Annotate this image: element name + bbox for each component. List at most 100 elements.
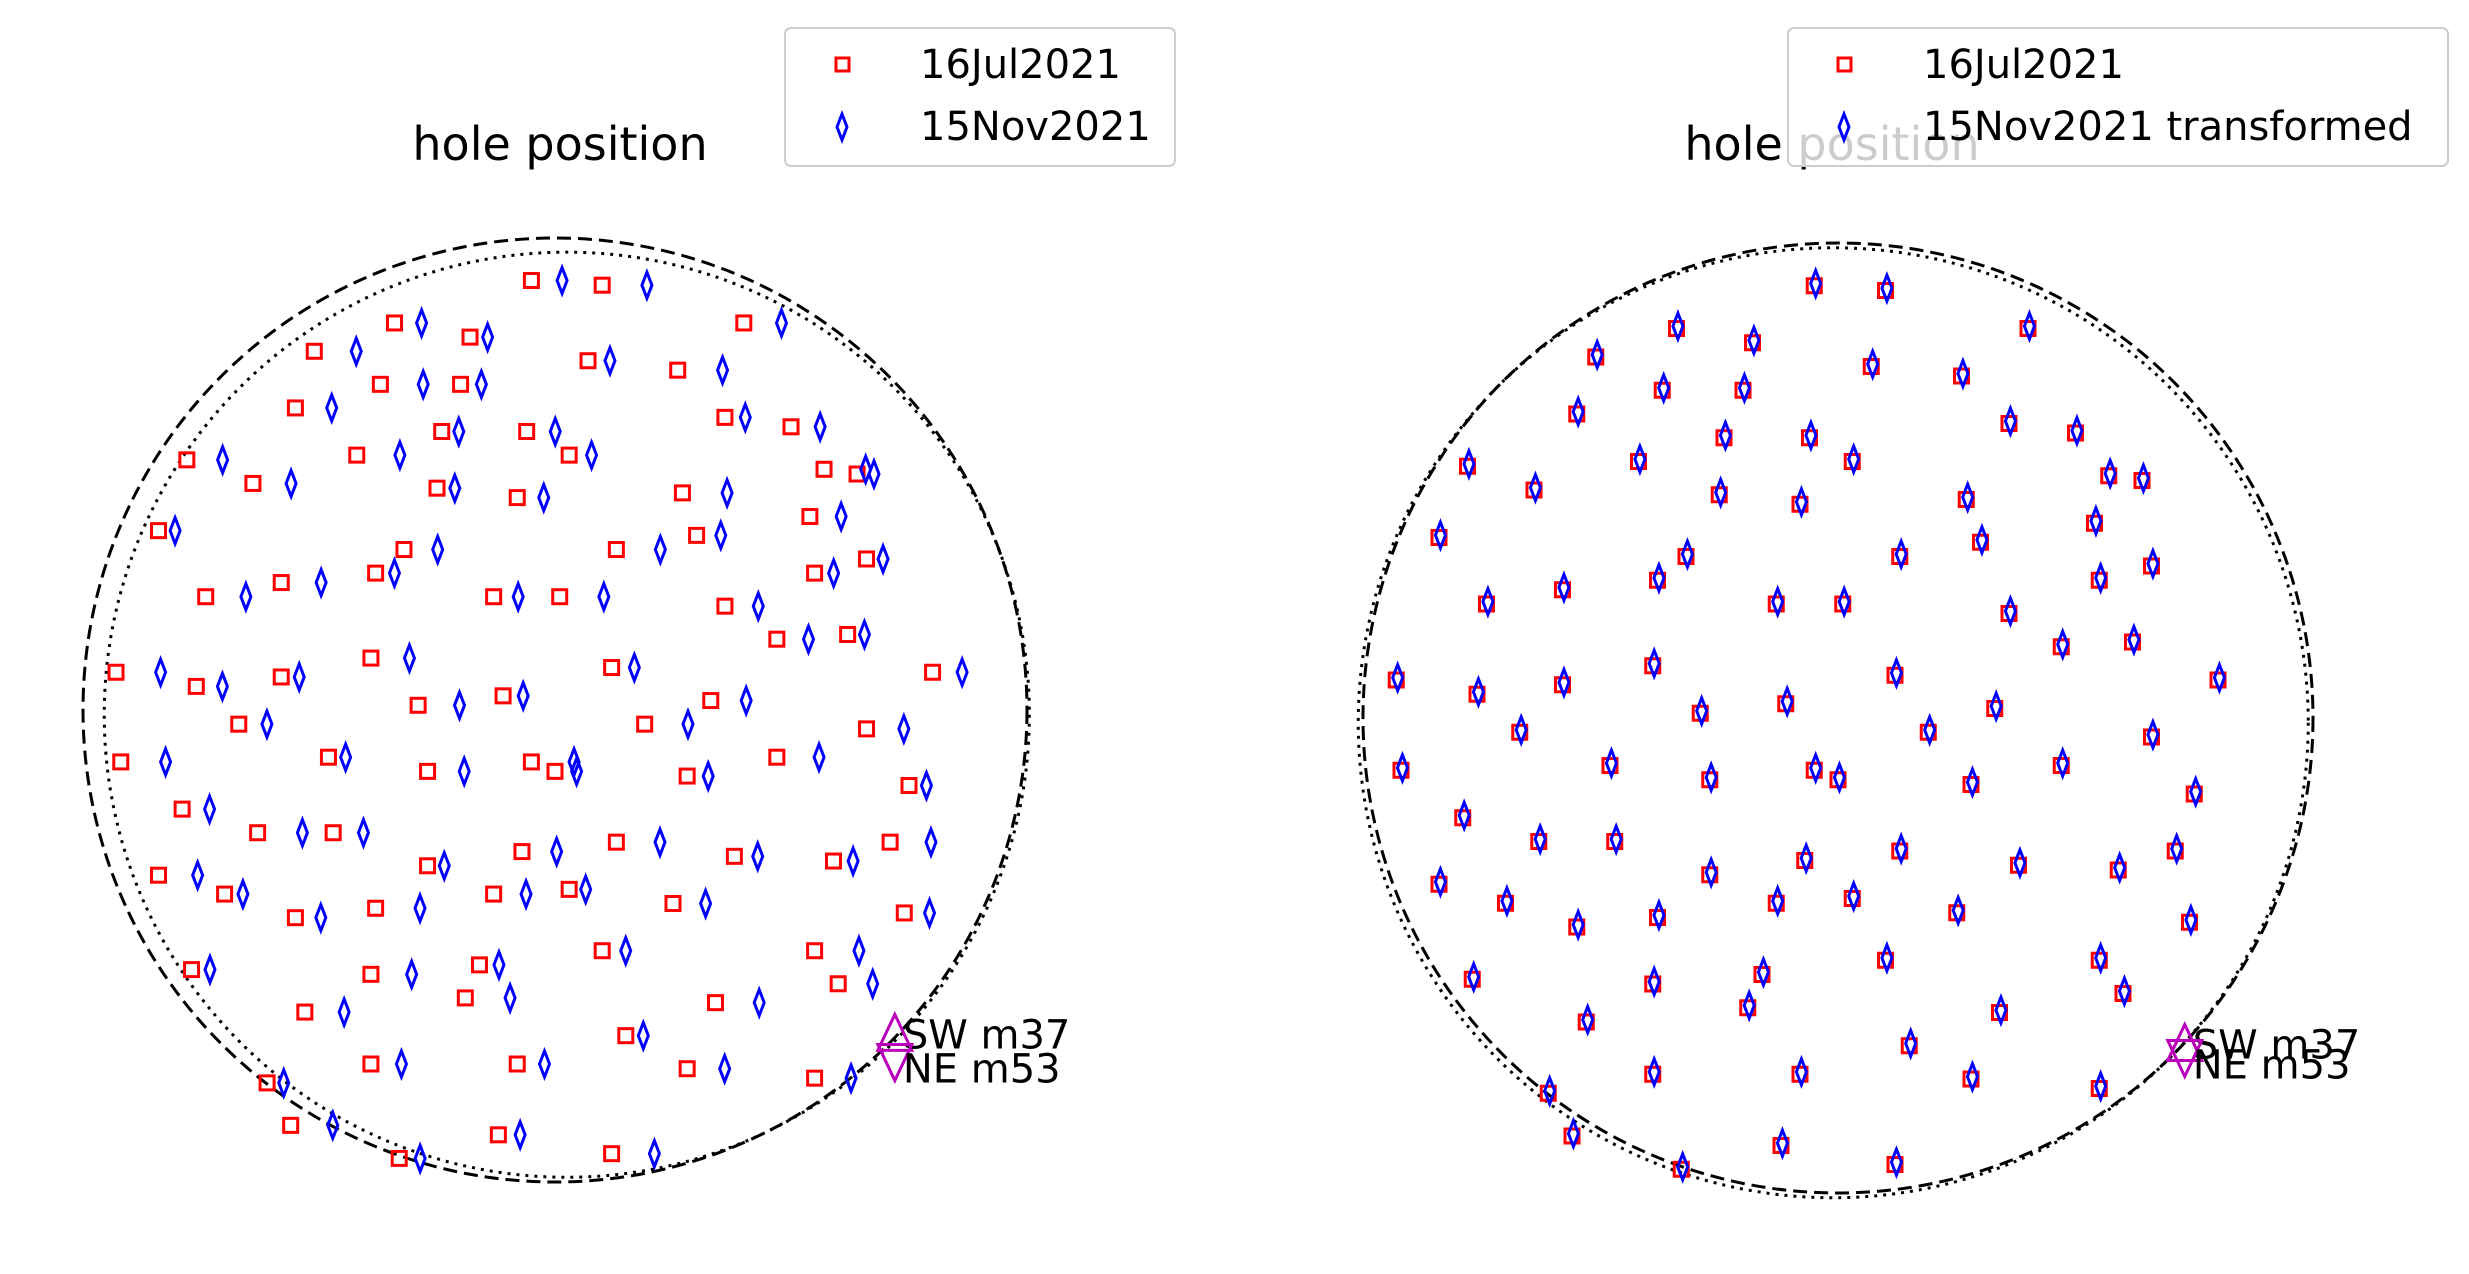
- point-15nov2021: [1804, 418, 1818, 453]
- point-15nov2021: [640, 268, 654, 303]
- point-15nov2021: [492, 947, 506, 983]
- point-15nov2021: [834, 499, 848, 534]
- point-16jul2021: [272, 574, 290, 592]
- right-legend-label-2: 15Nov2021 transformed: [1923, 104, 2413, 150]
- point-16jul2021: [367, 899, 385, 917]
- point-15nov2021: [636, 1018, 650, 1053]
- point-16jul2021: [409, 696, 427, 714]
- point-15nov2021: [1894, 831, 1908, 866]
- point-16jul2021: [551, 588, 569, 606]
- point-15nov2021: [1704, 760, 1718, 795]
- point-15nov2021: [1481, 584, 1495, 619]
- point-15nov2021: [2070, 413, 2084, 448]
- point-15nov2021: [1609, 821, 1623, 857]
- point-15nov2021: [1467, 959, 1481, 995]
- point-15nov2021: [2103, 456, 2117, 491]
- point-15nov2021: [295, 815, 310, 850]
- point-16jul2021: [678, 1060, 696, 1078]
- point-15nov2021: [627, 650, 641, 685]
- point-15nov2021: [1775, 1125, 1790, 1161]
- point-16jul2021: [603, 1145, 621, 1163]
- boundary-circle-dashed: [1361, 241, 2315, 1195]
- annotation-label: SW m37: [2193, 1023, 2361, 1069]
- point-16jul2021: [593, 276, 611, 294]
- point-16jul2021: [801, 507, 819, 525]
- point-15nov2021: [2003, 593, 2018, 629]
- point-15nov2021: [752, 985, 766, 1020]
- point-16jul2021: [244, 474, 262, 492]
- point-15nov2021: [653, 824, 667, 860]
- point-15nov2021: [236, 876, 250, 912]
- point-16jul2021: [617, 1027, 635, 1045]
- point-16jul2021: [716, 597, 734, 615]
- point-16jul2021: [881, 833, 899, 851]
- point-15nov2021: [349, 334, 363, 369]
- right-legend[interactable]: 16Jul2021 15Nov2021 transformed: [1787, 27, 2449, 167]
- point-15nov2021: [774, 305, 789, 341]
- point-16jul2021: [895, 904, 913, 922]
- point-16jul2021: [419, 762, 437, 780]
- left-boundary-circles: [81, 236, 1031, 1184]
- point-16jul2021: [829, 975, 847, 993]
- point-15nov2021: [919, 768, 934, 803]
- point-16jul2021: [518, 423, 536, 441]
- point-15nov2021: [1837, 584, 1851, 619]
- point-15nov2021: [619, 933, 633, 968]
- point-15nov2021: [1657, 370, 1671, 406]
- point-15nov2021: [1581, 1002, 1595, 1037]
- annotation-marker-triangle-up: [2165, 1020, 2205, 1062]
- point-15nov2021: [751, 839, 765, 874]
- point-16jul2021: [386, 314, 404, 332]
- point-15nov2021: [326, 1108, 340, 1143]
- point-15nov2021: [2022, 308, 2037, 344]
- point-15nov2021: [402, 640, 417, 676]
- point-15nov2021: [2189, 774, 2203, 809]
- point-15nov2021: [866, 966, 880, 1001]
- point-16jul2021: [716, 408, 734, 426]
- left-legend-diamond-marker: [835, 109, 849, 145]
- point-16jul2021: [456, 989, 474, 1007]
- left-legend[interactable]: 16Jul2021 15Nov2021: [784, 27, 1176, 167]
- point-15nov2021: [1847, 878, 1861, 914]
- point-16jul2021: [452, 375, 470, 393]
- point-16jul2021: [324, 824, 342, 842]
- point-16jul2021: [607, 541, 625, 559]
- point-15nov2021: [1989, 688, 2003, 724]
- point-15nov2021: [387, 555, 402, 591]
- point-16jul2021: [513, 843, 531, 861]
- point-15nov2021: [1742, 988, 1756, 1023]
- point-15nov2021: [2170, 831, 2184, 866]
- point-15nov2021: [955, 655, 969, 690]
- point-16jul2021: [824, 852, 842, 870]
- point-15nov2021: [555, 263, 569, 298]
- point-15nov2021: [1794, 484, 1809, 520]
- point-15nov2021: [1809, 266, 1823, 301]
- point-16jul2021: [768, 748, 786, 766]
- point-15nov2021: [1647, 646, 1661, 681]
- point-15nov2021: [339, 740, 353, 775]
- right-legend-diamond-marker: [1837, 109, 1851, 145]
- left-legend-frame: [784, 27, 1176, 167]
- point-15nov2021: [1528, 470, 1543, 505]
- point-15nov2021: [1866, 346, 1880, 382]
- point-16jul2021: [197, 588, 215, 606]
- point-15nov2021: [2136, 460, 2151, 496]
- point-16jul2021: [806, 564, 824, 582]
- point-15nov2021: [1543, 1073, 1557, 1109]
- point-16jul2021: [187, 677, 205, 695]
- point-15nov2021: [511, 579, 525, 614]
- point-15nov2021: [202, 791, 217, 827]
- point-16jul2021: [305, 342, 323, 360]
- point-16jul2021: [560, 446, 578, 464]
- point-16jul2021: [806, 1069, 824, 1087]
- point-15nov2021: [852, 933, 866, 968]
- point-16jul2021: [286, 909, 304, 927]
- point-15nov2021: [1500, 883, 1514, 919]
- point-15nov2021: [2113, 850, 2127, 885]
- point-16jul2021: [470, 956, 488, 974]
- point-15nov2021: [2056, 745, 2070, 781]
- point-16jul2021: [433, 423, 451, 441]
- right-legend-label-1: 16Jul2021: [1923, 42, 2124, 88]
